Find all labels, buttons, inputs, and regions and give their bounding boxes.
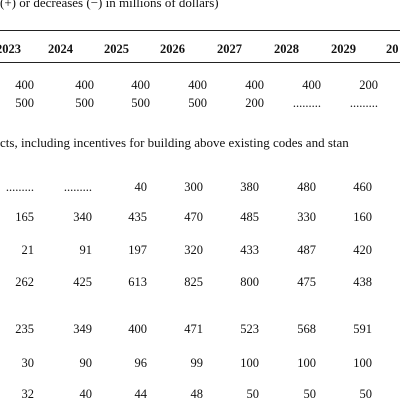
year-header: 2027 <box>217 42 242 57</box>
table-cell: 800 <box>209 275 259 290</box>
table-cell: 99 <box>153 356 203 371</box>
table-cell: 380 <box>209 180 259 195</box>
table-cell: 160 <box>322 210 372 225</box>
table-cell: 235 <box>0 322 34 337</box>
table-cell: 435 <box>97 210 147 225</box>
header-bottom-rule <box>0 62 400 63</box>
table-cell: 400 <box>97 322 147 337</box>
table-cell: 400 <box>271 78 321 93</box>
table-cell: 349 <box>42 322 92 337</box>
table-cell: 591 <box>322 322 372 337</box>
year-header: 2026 <box>160 42 185 57</box>
table-cell: 400 <box>44 78 94 93</box>
table-cell: 500 <box>44 96 94 111</box>
year-header: 2024 <box>48 42 73 57</box>
table-cell: 320 <box>153 243 203 258</box>
table-cell: 400 <box>214 78 264 93</box>
table-caption: (+) or decreases (−) in millions of doll… <box>0 0 219 11</box>
table-cell: 165 <box>0 210 34 225</box>
year-header: 2028 <box>274 42 299 57</box>
table-cell: 30 <box>0 356 34 371</box>
table-cell: 400 <box>0 78 34 93</box>
table-cell: 433 <box>209 243 259 258</box>
table-cell: 523 <box>209 322 259 337</box>
table-cell: 568 <box>266 322 316 337</box>
table-cell: 197 <box>97 243 147 258</box>
table-cell: 500 <box>100 96 150 111</box>
table-cell: 100 <box>322 356 372 371</box>
year-header: 2029 <box>331 42 356 57</box>
table-cell: 825 <box>153 275 203 290</box>
table-cell: ......... <box>328 96 378 111</box>
table-cell: 100 <box>266 356 316 371</box>
table-cell: 100 <box>209 356 259 371</box>
year-header: 2025 <box>104 42 129 57</box>
table-cell: 91 <box>42 243 92 258</box>
table-cell: 425 <box>42 275 92 290</box>
table-cell: 613 <box>97 275 147 290</box>
table-cell: 438 <box>322 275 372 290</box>
table-cell: 475 <box>266 275 316 290</box>
table-cell: 21 <box>0 243 34 258</box>
table-cell: 330 <box>266 210 316 225</box>
table-cell: 470 <box>153 210 203 225</box>
table-cell: 200 <box>328 78 378 93</box>
table-cell: 400 <box>100 78 150 93</box>
table-cell: 90 <box>42 356 92 371</box>
year-header: 2023 <box>0 42 21 57</box>
table-cell: 420 <box>322 243 372 258</box>
header-top-rule <box>0 30 400 31</box>
table-cell: 262 <box>0 275 34 290</box>
table-cell: 40 <box>97 180 147 195</box>
table-cell: ......... <box>271 96 321 111</box>
table-cell: 500 <box>0 96 34 111</box>
table-cell: 200 <box>214 96 264 111</box>
section-heading: cts, including incentives for building a… <box>0 135 349 151</box>
table-cell: 500 <box>157 96 207 111</box>
table-cell: 400 <box>157 78 207 93</box>
table-cell: 487 <box>266 243 316 258</box>
table-cell: ......... <box>0 180 34 195</box>
year-header: 20 <box>386 42 399 57</box>
table-cell: 485 <box>209 210 259 225</box>
table-cell: 460 <box>322 180 372 195</box>
table-cell: 340 <box>42 210 92 225</box>
table-cell: 471 <box>153 322 203 337</box>
table-cell: 96 <box>97 356 147 371</box>
table-cell: ......... <box>42 180 92 195</box>
table-cell: 300 <box>153 180 203 195</box>
table-cell: 480 <box>266 180 316 195</box>
